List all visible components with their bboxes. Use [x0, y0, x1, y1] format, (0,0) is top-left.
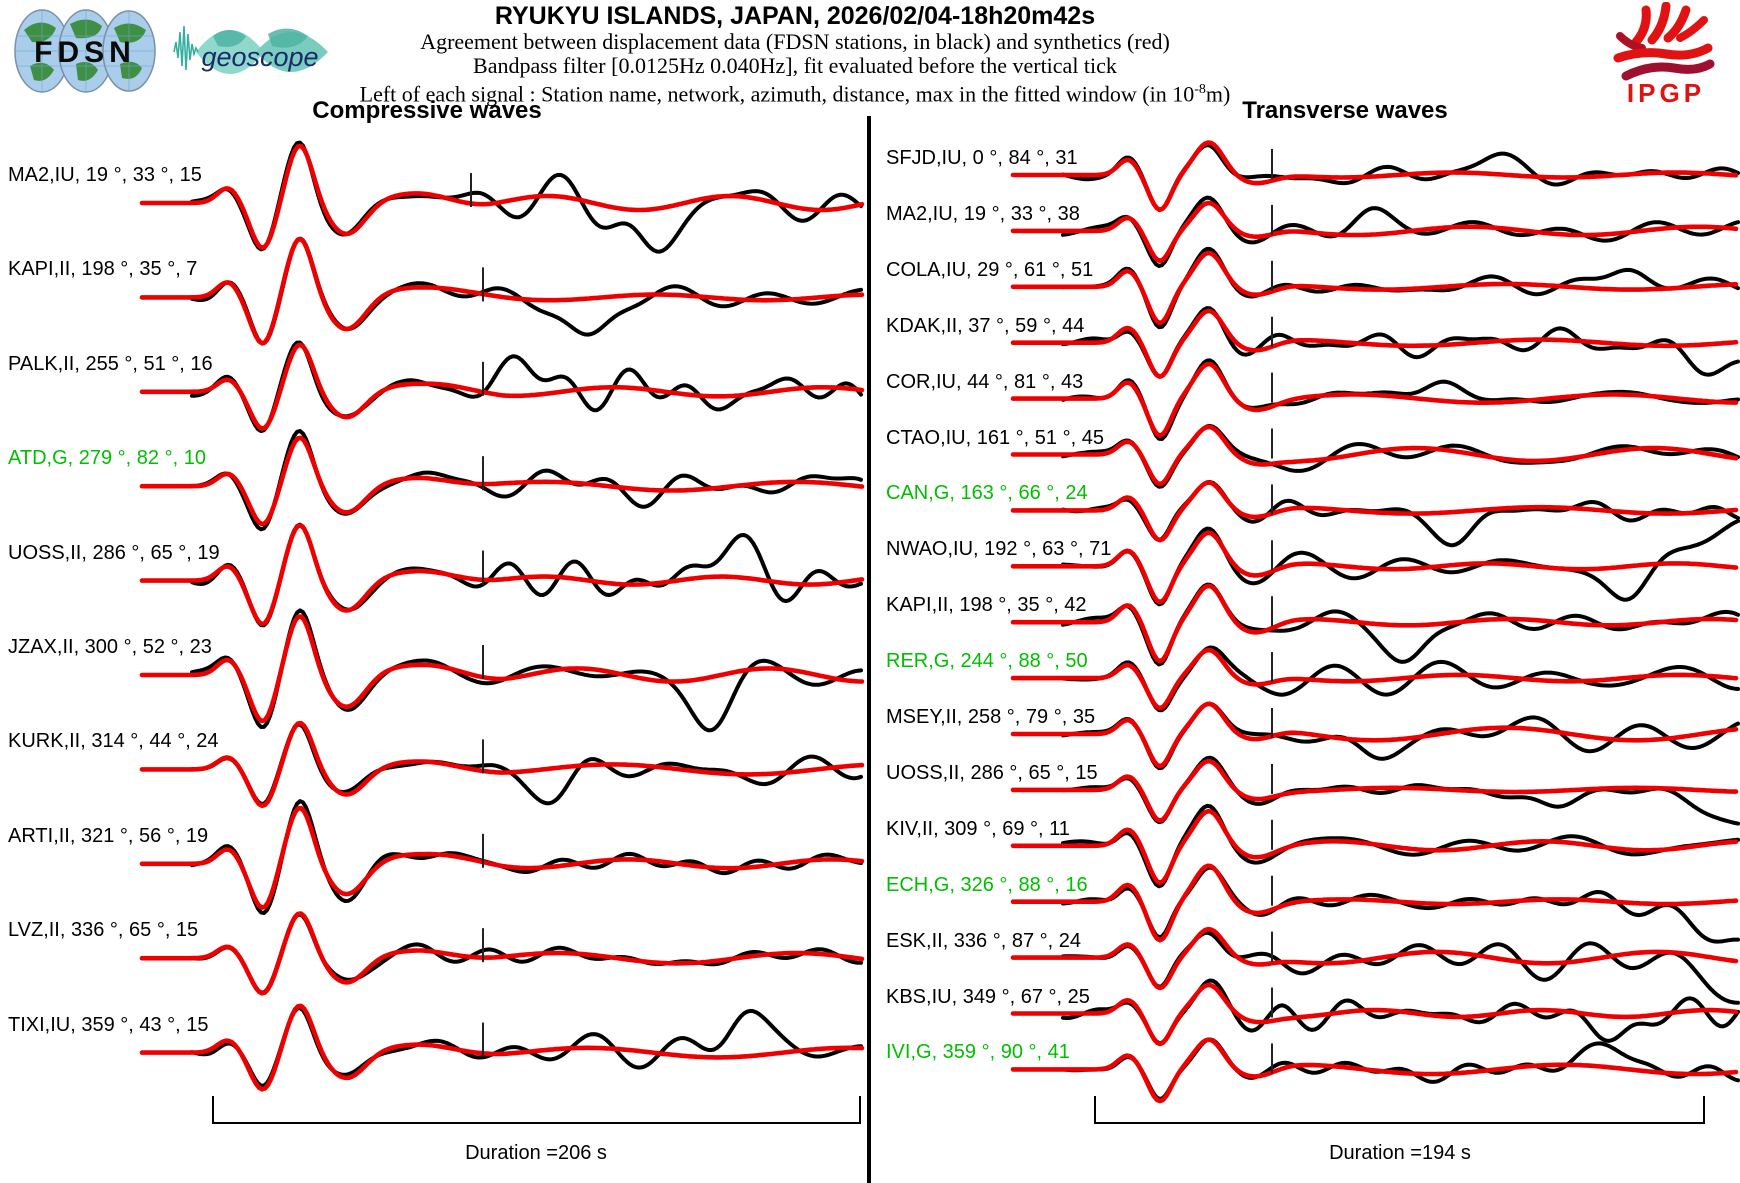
right-column-title: Transverse waves [1242, 97, 1448, 124]
header-line-agreement: Agreement between displacement data (FDS… [420, 29, 1170, 54]
fdsn-logo-text: FDSN [34, 36, 136, 69]
station-label: KIV,II, 309 °, 69 °, 11 [886, 817, 1070, 840]
synthetic-trace-red [1010, 140, 1739, 213]
synthetic-trace-red [139, 911, 865, 996]
station-label: JZAX,II, 300 °, 52 °, 23 [8, 636, 212, 658]
left-duration-label: Duration =206 s [465, 1142, 607, 1164]
station-label: ARTI,II, 321 °, 56 °, 19 [8, 824, 209, 847]
geoscope-map-icon [173, 25, 328, 74]
synthetic-trace-red [1010, 926, 1739, 991]
synthetic-trace-red [139, 143, 865, 251]
synthetic-trace-red [1010, 200, 1739, 264]
right-duration-bracket [1094, 1096, 1705, 1124]
station-label: CAN,G, 163 °, 66 °, 24 [886, 482, 1088, 505]
station-label: KDAK,II, 37 °, 59 °, 44 [886, 314, 1085, 337]
station-label: IVI,G, 359 °, 90 °, 41 [886, 1041, 1070, 1064]
station-label: TIXI,IU, 359 °, 43 °, 15 [8, 1013, 209, 1036]
fdsn-logo: FDSN [14, 9, 156, 93]
synthetic-trace-red [139, 614, 865, 724]
ipgp-logo: IPGP [1613, 2, 1715, 108]
station-label: NWAO,IU, 192 °, 63 °, 71 [886, 538, 1112, 561]
station-label: COLA,IU, 29 °, 61 °, 51 [886, 258, 1094, 281]
data-trace-black [1061, 930, 1740, 1005]
station-label: KAPI,II, 198 °, 35 °, 42 [886, 594, 1087, 617]
synthetic-trace-red [1010, 308, 1739, 379]
synthetic-trace-red [139, 236, 865, 346]
station-label: PALK,II, 255 °, 51 °, 16 [8, 352, 213, 375]
header-line-legend: Left of each signal : Station name, netw… [359, 81, 1231, 107]
data-trace-black [190, 799, 863, 915]
synthetic-trace-red [1010, 361, 1739, 438]
synthetic-trace-red [1010, 250, 1739, 326]
left-column-title: Compressive waves [312, 97, 542, 124]
synthetic-trace-red [1010, 758, 1739, 823]
station-label: UOSS,II, 286 °, 65 °, 15 [886, 761, 1098, 784]
geoscope-logo-text: geoscope [201, 42, 318, 72]
station-label: CTAO,IU, 161 °, 51 °, 45 [886, 426, 1104, 449]
data-trace-black [1061, 143, 1740, 212]
synthetic-trace-red [139, 342, 865, 431]
station-label: ATD,G, 279 °, 82 °, 10 [8, 447, 206, 470]
synthetic-trace-red [1010, 424, 1739, 487]
synthetic-trace-red [139, 720, 865, 809]
station-label: KAPI,II, 198 °, 35 °, 7 [8, 258, 198, 281]
synthetic-trace-red [1010, 647, 1739, 711]
station-label: MA2,IU, 19 °, 33 °, 15 [8, 164, 202, 186]
station-label: RER,G, 244 °, 88 °, 50 [886, 650, 1088, 673]
geoscope-logo: geoscope [173, 25, 328, 74]
synthetic-trace-red [139, 435, 865, 527]
synthetic-trace-red [139, 523, 865, 627]
synthetic-trace-red [1010, 982, 1739, 1047]
station-label: LVZ,II, 336 °, 65 °, 15 [8, 919, 199, 942]
station-label: ESK,II, 336 °, 87 °, 24 [886, 929, 1081, 952]
synthetic-trace-red [1010, 480, 1739, 543]
station-label: ECH,G, 326 °, 88 °, 16 [886, 873, 1088, 896]
figure-header: RYUKYU ISLANDS, JAPAN, 2026/02/04-18h20m… [340, 2, 1250, 106]
station-label: UOSS,II, 286 °, 65 °, 19 [8, 541, 220, 564]
station-label: KURK,II, 314 °, 44 °, 24 [8, 730, 219, 753]
ipgp-globe-icon [1613, 2, 1715, 81]
synthetic-trace-red [139, 805, 865, 910]
station-label: SFJD,IU, 0 °, 84 °, 31 [886, 147, 1078, 169]
left-duration-bracket [212, 1096, 861, 1124]
synthetic-trace-red [1010, 530, 1739, 605]
station-label: COR,IU, 44 °, 81 °, 43 [886, 370, 1084, 393]
synthetic-trace-red [1010, 583, 1739, 664]
station-label: MA2,IU, 19 °, 33 °, 38 [886, 202, 1080, 225]
figure-title: RYUKYU ISLANDS, JAPAN, 2026/02/04-18h20m… [494, 2, 1096, 30]
synthetic-trace-red [1010, 701, 1739, 769]
station-label: KBS,IU, 349 °, 67 °, 25 [886, 985, 1090, 1008]
synthetic-trace-red [139, 1003, 865, 1092]
column-divider [867, 116, 871, 1183]
fdsn-globe-icon [14, 9, 156, 93]
synthetic-trace-red [1010, 863, 1739, 943]
right-duration-label: Duration =194 s [1329, 1142, 1471, 1164]
synthetic-trace-red [1010, 808, 1739, 886]
data-trace-black [1061, 701, 1740, 771]
synthetic-trace-red [1010, 1037, 1739, 1104]
ipgp-logo-text: IPGP [1627, 78, 1705, 108]
header-line-bandpass: Bandpass filter [0.0125Hz 0.040Hz], fit … [473, 53, 1117, 78]
station-label: MSEY,II, 258 °, 79 °, 35 [886, 706, 1096, 728]
